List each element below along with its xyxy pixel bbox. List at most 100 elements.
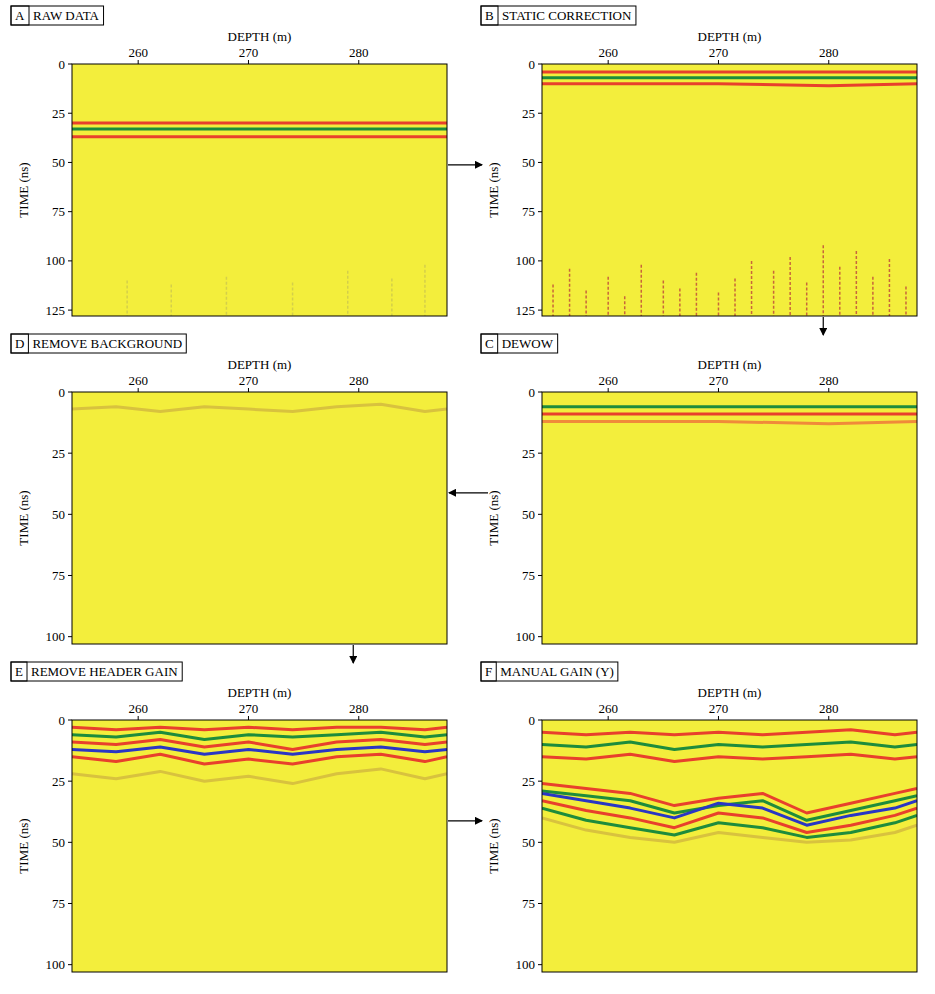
clutter-streak (905, 286, 907, 316)
x-tick-label: 270 (239, 701, 259, 716)
x-tick-label: 280 (819, 45, 839, 60)
x-tick-label: 280 (819, 373, 839, 388)
panel: DREMOVE BACKGROUNDDEPTH (m)2602702800255… (11, 334, 447, 644)
y-tick (538, 575, 542, 576)
x-tick-label: 270 (709, 45, 729, 60)
panel-letter: E (15, 664, 23, 679)
y-tick (68, 211, 72, 212)
x-tick-label: 270 (239, 45, 259, 60)
reflector (542, 421, 917, 423)
header-box (481, 334, 558, 353)
y-tick-label: 25 (522, 774, 535, 789)
x-tick (828, 716, 829, 720)
reflector (542, 818, 917, 842)
clutter-streak (663, 281, 665, 316)
x-tick-label: 280 (819, 701, 839, 716)
x-axis-title: DEPTH (m) (228, 357, 292, 372)
clutter-streak (569, 269, 571, 316)
y-tick-label: 75 (52, 204, 65, 219)
reflector (542, 84, 917, 86)
panel-letter: F (485, 664, 492, 679)
marks (542, 407, 917, 424)
clutter-streak (126, 281, 128, 316)
header-box (481, 662, 618, 681)
panel-title: STATIC CORRECTION (502, 8, 632, 23)
reflector (72, 732, 447, 739)
x-tick-label: 280 (349, 45, 369, 60)
y-tick (538, 392, 542, 393)
x-tick (608, 716, 609, 720)
y-tick (538, 720, 542, 721)
y-tick-label: 100 (516, 253, 536, 268)
y-axis-title: TIME (ns) (16, 162, 31, 217)
panel-letter: C (485, 336, 494, 351)
flow-arrow (448, 164, 482, 165)
marks (72, 404, 447, 411)
clutter-streak (585, 290, 587, 316)
reflector (72, 727, 447, 730)
x-axis-title: DEPTH (m) (698, 685, 762, 700)
y-tick-label: 100 (516, 629, 536, 644)
y-tick-label: 50 (52, 507, 65, 522)
panel-title: REMOVE BACKGROUND (32, 336, 182, 351)
x-axis-title: DEPTH (m) (228, 685, 292, 700)
y-tick-label: 25 (522, 106, 535, 121)
clutter-streak (679, 288, 681, 316)
x-axis-title: DEPTH (m) (698, 29, 762, 44)
x-tick-label: 270 (239, 373, 259, 388)
y-tick (68, 720, 72, 721)
clutter-streak (641, 265, 643, 316)
clutter-streak (751, 261, 753, 316)
y-tick-label: 0 (59, 713, 66, 728)
y-tick-label: 75 (522, 568, 535, 583)
marks (542, 72, 917, 316)
clutter-streak (856, 251, 858, 316)
y-tick (68, 310, 72, 311)
panel-title: RAW DATA (33, 8, 100, 23)
reflector (72, 769, 447, 784)
y-tick (538, 310, 542, 311)
panel-title: REMOVE HEADER GAIN (31, 664, 178, 679)
flow-arrow (449, 492, 488, 493)
clutter-streak (624, 296, 626, 316)
x-tick-label: 280 (349, 701, 369, 716)
clutter-streak (806, 283, 808, 316)
reflector (542, 413, 917, 416)
reflector (542, 801, 917, 833)
y-tick (68, 260, 72, 261)
plot-frame (542, 392, 917, 644)
x-tick (248, 388, 249, 392)
y-tick (538, 781, 542, 782)
x-axis-title: DEPTH (m) (698, 357, 762, 372)
clutter-streak (823, 245, 825, 316)
marks (72, 727, 447, 783)
y-axis-title: TIME (ns) (486, 818, 501, 873)
y-tick-label: 100 (46, 629, 66, 644)
header-box (481, 6, 636, 25)
y-tick-label: 50 (52, 835, 65, 850)
figure: ARAW DATADEPTH (m)2602702800255075100125… (0, 0, 935, 994)
y-tick (68, 162, 72, 163)
plot-background (72, 392, 447, 644)
panel: FMANUAL GAIN (Y)DEPTH (m)260270280025507… (481, 662, 917, 972)
y-tick-label: 100 (46, 253, 66, 268)
y-tick (68, 113, 72, 114)
y-axis-title: TIME (ns) (16, 490, 31, 545)
y-tick (538, 636, 542, 637)
y-tick-label: 0 (529, 57, 536, 72)
y-tick (68, 903, 72, 904)
clutter-streak (889, 259, 891, 316)
panel-letter: B (485, 8, 494, 23)
x-tick (828, 60, 829, 64)
letter-box (11, 334, 28, 353)
y-tick-label: 0 (59, 385, 66, 400)
marks (72, 123, 447, 316)
x-tick-label: 280 (349, 373, 369, 388)
y-tick-label: 25 (522, 446, 535, 461)
clutter-streak (734, 279, 736, 316)
y-tick (538, 162, 542, 163)
clutter-streak (391, 279, 393, 316)
y-tick (538, 514, 542, 515)
y-tick-label: 25 (52, 106, 65, 121)
x-tick-label: 260 (598, 701, 618, 716)
